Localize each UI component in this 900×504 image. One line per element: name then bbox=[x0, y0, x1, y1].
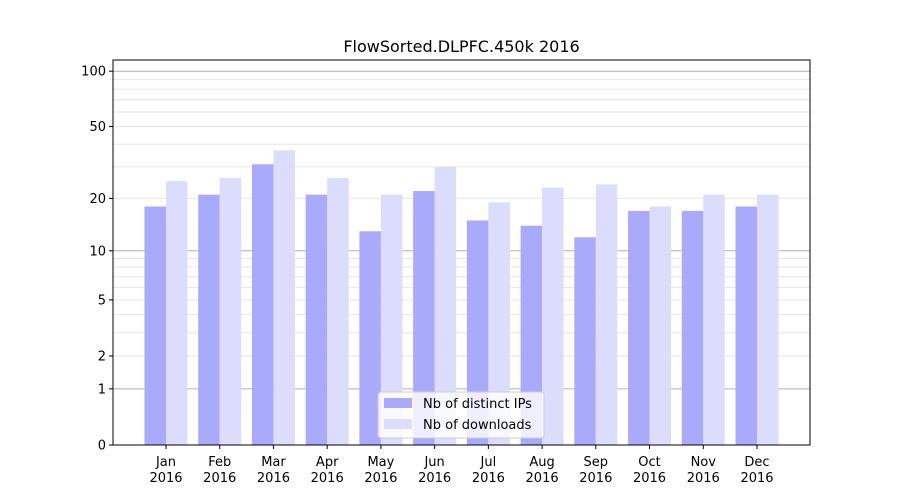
chart-title: FlowSorted.DLPFC.450k 2016 bbox=[343, 37, 579, 56]
x-tick-label-year: 2016 bbox=[633, 471, 666, 486]
x-tick-label-month: Aug bbox=[529, 455, 554, 470]
legend-swatch bbox=[384, 398, 412, 408]
bar-distinct-ips bbox=[735, 206, 757, 445]
bar-distinct-ips bbox=[251, 164, 274, 445]
y-tick-label: 0 bbox=[98, 439, 106, 454]
legend-label: Nb of downloads bbox=[423, 418, 532, 433]
bar-downloads bbox=[542, 187, 564, 445]
bar-distinct-ips bbox=[359, 231, 381, 445]
x-axis: Jan2016Feb2016Mar2016Apr2016May2016Jun20… bbox=[149, 445, 774, 486]
x-tick-label-year: 2016 bbox=[257, 471, 290, 486]
x-tick-label-month: Apr bbox=[316, 455, 339, 470]
y-tick-label: 1 bbox=[98, 382, 106, 397]
x-tick-label-year: 2016 bbox=[526, 471, 559, 486]
y-tick-label: 20 bbox=[89, 192, 106, 207]
x-tick-label-month: May bbox=[367, 455, 394, 470]
bar-distinct-ips bbox=[198, 194, 220, 445]
legend-swatch bbox=[384, 419, 412, 429]
x-tick-label-year: 2016 bbox=[687, 471, 720, 486]
x-tick-label-year: 2016 bbox=[579, 471, 612, 486]
y-tick-label: 50 bbox=[89, 120, 106, 135]
y-tick-label: 100 bbox=[81, 65, 106, 80]
bar-distinct-ips bbox=[574, 237, 596, 445]
bar-distinct-ips bbox=[681, 210, 704, 445]
bar-downloads bbox=[703, 194, 725, 445]
x-tick-label-month: Sep bbox=[584, 455, 609, 470]
x-tick-label-year: 2016 bbox=[203, 471, 236, 486]
x-tick-label-year: 2016 bbox=[149, 471, 182, 486]
y-axis: 0 1 2 5 10 20 50 100 bbox=[81, 65, 113, 454]
x-tick-label-month: Jun bbox=[423, 455, 444, 470]
bar-distinct-ips bbox=[520, 225, 543, 445]
bars bbox=[144, 150, 779, 446]
x-tick-label-year: 2016 bbox=[740, 471, 773, 486]
bar-distinct-ips bbox=[305, 194, 328, 445]
y-tick-label: 10 bbox=[89, 244, 106, 259]
y-tick-label: 5 bbox=[98, 293, 106, 308]
legend-box bbox=[377, 391, 545, 439]
x-tick-label-year: 2016 bbox=[311, 471, 344, 486]
x-tick-label-month: Feb bbox=[208, 455, 231, 470]
x-tick-label-month: Jan bbox=[155, 455, 176, 470]
x-tick-label-year: 2016 bbox=[364, 471, 397, 486]
bar-distinct-ips bbox=[628, 210, 650, 445]
bar-downloads bbox=[488, 202, 510, 445]
x-tick-label-month: Oct bbox=[638, 455, 660, 470]
x-tick-label-month: Dec bbox=[744, 455, 769, 470]
x-tick-label-month: Jul bbox=[480, 455, 497, 470]
bar-distinct-ips bbox=[413, 191, 435, 445]
bar-downloads bbox=[273, 150, 295, 445]
bar-distinct-ips bbox=[466, 220, 489, 445]
bar-downloads bbox=[380, 194, 403, 445]
legend-label: Nb of distinct IPs bbox=[423, 397, 532, 412]
x-tick-label-year: 2016 bbox=[418, 471, 451, 486]
x-tick-label-month: Mar bbox=[261, 455, 286, 470]
x-tick-label-month: Nov bbox=[691, 455, 717, 470]
bar-downloads bbox=[327, 178, 349, 446]
bar-downloads bbox=[434, 166, 457, 445]
y-tick-label: 2 bbox=[98, 350, 106, 365]
bar-downloads bbox=[595, 184, 618, 445]
bar-downloads bbox=[649, 206, 672, 445]
x-tick-label-year: 2016 bbox=[472, 471, 505, 486]
bar-downloads bbox=[757, 194, 779, 445]
bar-downloads bbox=[219, 178, 242, 446]
legend: Nb of distinct IPs Nb of downloads bbox=[377, 391, 545, 439]
bar-distinct-ips bbox=[144, 206, 166, 445]
bar-downloads bbox=[166, 181, 188, 446]
plot-frame bbox=[112, 59, 811, 446]
